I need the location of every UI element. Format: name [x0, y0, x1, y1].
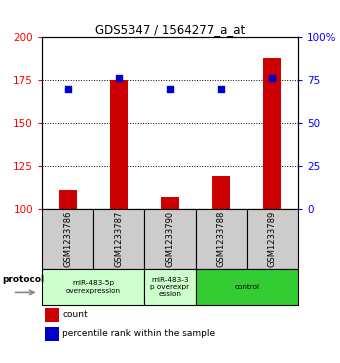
Text: percentile rank within the sample: percentile rank within the sample [63, 329, 216, 338]
Text: GSM1233786: GSM1233786 [63, 211, 72, 267]
Bar [110, 80, 128, 209]
Text: control: control [234, 284, 259, 290]
Point [116, 76, 121, 81]
Title: GDS5347 / 1564277_a_at: GDS5347 / 1564277_a_at [95, 23, 245, 36]
Bar [144, 209, 196, 269]
Point [219, 86, 224, 91]
Point [65, 86, 70, 91]
Text: GSM1233789: GSM1233789 [268, 211, 277, 267]
Text: miR-483-3
p overexpr
ession: miR-483-3 p overexpr ession [150, 277, 190, 297]
Bar [42, 209, 93, 269]
Text: miR-483-5p
overexpression: miR-483-5p overexpression [66, 281, 121, 294]
Bar [58, 190, 76, 209]
Bar [42, 269, 144, 305]
Bar [144, 269, 196, 305]
Bar [212, 176, 230, 209]
Bar [45, 327, 58, 341]
Bar [195, 209, 247, 269]
Bar [161, 197, 179, 209]
Text: GSM1233790: GSM1233790 [166, 211, 174, 267]
Bar [93, 209, 144, 269]
Text: GSM1233788: GSM1233788 [217, 211, 226, 267]
Bar [264, 58, 282, 209]
Text: GSM1233787: GSM1233787 [114, 211, 123, 267]
Bar [45, 308, 58, 322]
Point [270, 76, 275, 81]
Text: count: count [63, 310, 88, 319]
Point [167, 86, 173, 91]
Bar [247, 209, 298, 269]
Bar [195, 269, 298, 305]
Text: protocol: protocol [2, 274, 44, 284]
